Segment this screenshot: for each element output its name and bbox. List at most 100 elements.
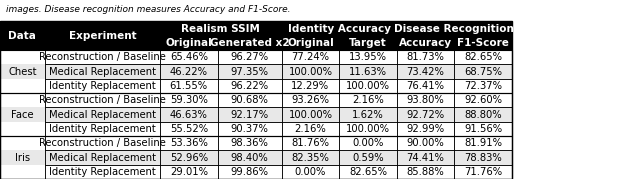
Bar xyxy=(45,64,160,79)
Bar xyxy=(454,64,512,79)
Text: 68.75%: 68.75% xyxy=(464,67,502,77)
Text: Reconstruction / Baseline: Reconstruction / Baseline xyxy=(39,138,166,148)
Bar xyxy=(160,107,218,122)
Bar xyxy=(397,50,454,64)
Bar xyxy=(160,107,218,122)
Bar xyxy=(0,21,512,179)
Bar xyxy=(160,136,218,150)
Bar xyxy=(45,79,160,93)
Text: Reconstruction / Baseline: Reconstruction / Baseline xyxy=(39,95,166,105)
Text: Accuracy: Accuracy xyxy=(399,38,452,48)
Bar xyxy=(397,79,454,93)
Text: 82.65%: 82.65% xyxy=(349,167,387,177)
Text: 46.22%: 46.22% xyxy=(170,67,208,77)
Bar xyxy=(45,79,160,93)
Bar xyxy=(454,93,512,107)
Bar xyxy=(454,122,512,136)
Text: Reconstruction / Baseline: Reconstruction / Baseline xyxy=(39,52,166,62)
Text: 92.17%: 92.17% xyxy=(230,110,269,120)
Bar xyxy=(454,165,512,179)
Bar xyxy=(0,50,512,93)
Bar xyxy=(339,122,397,136)
Bar xyxy=(160,150,218,165)
Bar xyxy=(397,165,454,179)
Bar xyxy=(339,93,397,107)
Bar xyxy=(218,64,282,79)
Text: 92.72%: 92.72% xyxy=(406,110,445,120)
Bar xyxy=(454,136,512,150)
Bar xyxy=(160,122,218,136)
Text: 73.42%: 73.42% xyxy=(406,67,445,77)
Bar xyxy=(454,107,512,122)
Bar xyxy=(0,50,45,64)
Bar xyxy=(45,93,160,107)
Text: 92.99%: 92.99% xyxy=(406,124,445,134)
Text: Medical Replacement: Medical Replacement xyxy=(49,67,156,77)
Text: 78.83%: 78.83% xyxy=(465,153,502,163)
Bar xyxy=(397,136,454,150)
Bar xyxy=(0,107,45,122)
Bar xyxy=(339,107,397,122)
Bar xyxy=(218,36,282,50)
Text: 93.80%: 93.80% xyxy=(407,95,444,105)
Bar xyxy=(339,64,397,79)
Bar xyxy=(45,150,160,165)
Bar xyxy=(218,50,282,64)
Text: Identity Replacement: Identity Replacement xyxy=(49,124,156,134)
Bar xyxy=(0,165,45,179)
Bar xyxy=(45,107,160,122)
Text: Original: Original xyxy=(165,38,212,48)
Bar xyxy=(339,107,397,122)
Text: 81.73%: 81.73% xyxy=(406,52,445,62)
Bar xyxy=(397,93,454,107)
Text: 93.26%: 93.26% xyxy=(291,95,330,105)
Bar xyxy=(339,64,397,79)
Bar xyxy=(339,122,397,136)
Bar xyxy=(45,21,160,50)
Bar xyxy=(0,136,45,179)
Text: 90.00%: 90.00% xyxy=(407,138,444,148)
Bar xyxy=(339,165,397,179)
Bar xyxy=(218,150,282,165)
Bar xyxy=(0,93,512,136)
Bar xyxy=(397,21,512,36)
Bar xyxy=(0,93,45,107)
Bar xyxy=(160,136,218,150)
Bar xyxy=(339,150,397,165)
Bar xyxy=(397,122,454,136)
Bar xyxy=(160,79,218,93)
Text: 65.46%: 65.46% xyxy=(170,52,208,62)
Bar xyxy=(397,36,454,50)
Text: 55.52%: 55.52% xyxy=(170,124,208,134)
Text: 0.00%: 0.00% xyxy=(294,167,326,177)
Text: 52.96%: 52.96% xyxy=(170,153,208,163)
Text: 88.80%: 88.80% xyxy=(465,110,502,120)
Bar xyxy=(397,36,454,50)
Bar xyxy=(282,50,339,64)
Bar xyxy=(282,93,339,107)
Bar xyxy=(45,136,160,150)
Bar xyxy=(0,21,45,50)
Text: 100.00%: 100.00% xyxy=(289,110,332,120)
Bar xyxy=(160,150,218,165)
Text: 81.91%: 81.91% xyxy=(464,138,502,148)
Bar xyxy=(397,64,454,79)
Bar xyxy=(218,79,282,93)
Bar xyxy=(397,79,454,93)
Bar xyxy=(282,122,339,136)
Text: Identity Accuracy: Identity Accuracy xyxy=(288,24,390,34)
Text: Iris: Iris xyxy=(15,153,30,163)
Bar xyxy=(160,50,218,64)
Bar xyxy=(282,93,339,107)
Bar xyxy=(218,122,282,136)
Bar xyxy=(0,136,45,150)
Bar xyxy=(339,165,397,179)
Bar xyxy=(339,50,397,64)
Text: 0.00%: 0.00% xyxy=(352,138,384,148)
Bar xyxy=(160,165,218,179)
Text: 76.41%: 76.41% xyxy=(406,81,445,91)
Bar xyxy=(218,150,282,165)
Text: Target: Target xyxy=(349,38,387,48)
Text: 2.16%: 2.16% xyxy=(352,95,384,105)
Text: 2.16%: 2.16% xyxy=(294,124,326,134)
